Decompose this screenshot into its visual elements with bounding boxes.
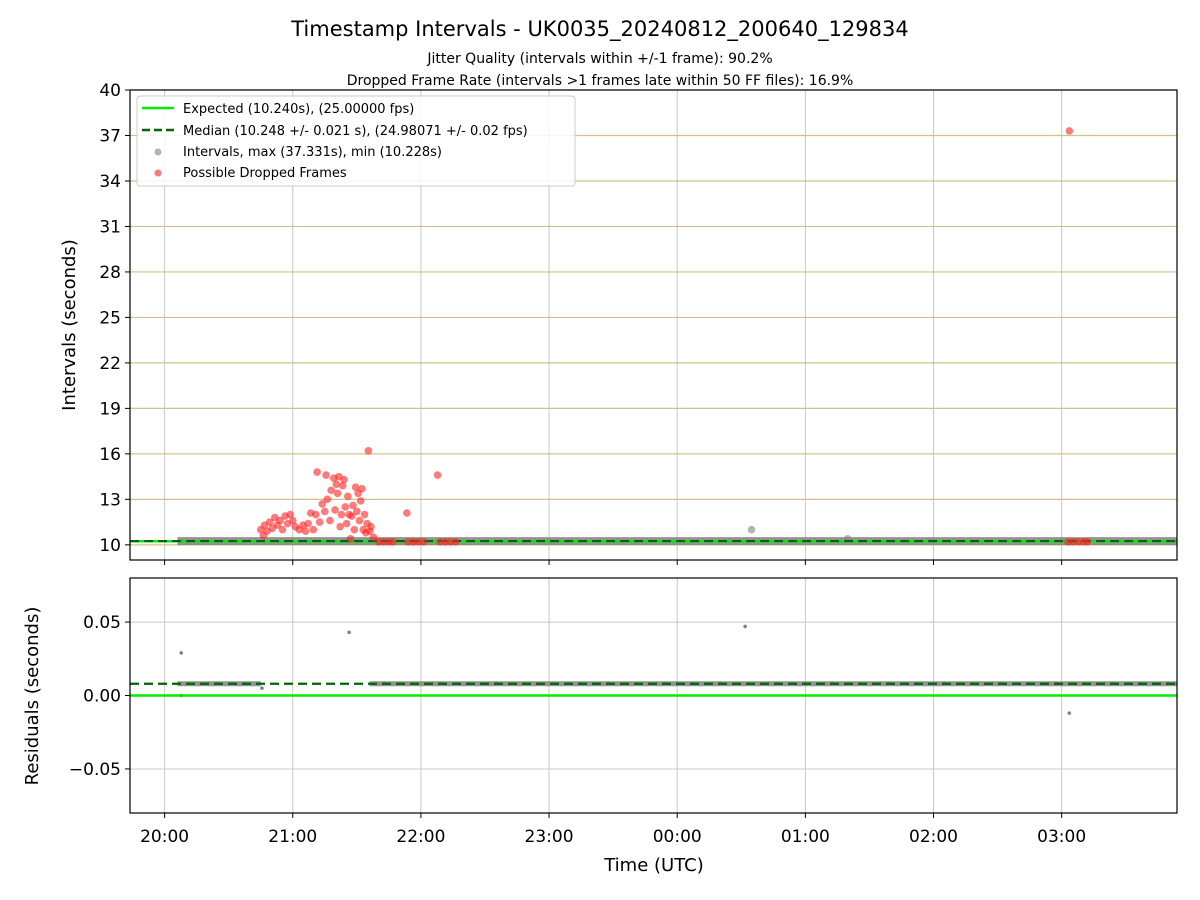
dropped-frame-point bbox=[364, 447, 373, 455]
dropped-frame-point bbox=[327, 486, 335, 495]
x-tick-label: 23:00 bbox=[525, 827, 574, 847]
dropped-frame-point bbox=[333, 489, 342, 498]
chart-subtitle-jitter: Jitter Quality (intervals within +/-1 fr… bbox=[426, 51, 772, 67]
x-tick-label: 22:00 bbox=[396, 827, 445, 847]
dropped-frame-point bbox=[309, 525, 318, 534]
top-y-tick-label: 10 bbox=[99, 536, 121, 556]
dropped-frame-point bbox=[326, 516, 334, 525]
top-interval-point bbox=[747, 525, 756, 534]
x-tick-label: 00:00 bbox=[653, 827, 702, 847]
dropped-frame-point bbox=[336, 522, 344, 531]
bottom-residual-point bbox=[743, 624, 747, 629]
dropped-frame-point bbox=[340, 475, 348, 484]
bottom-y-tick-label: 0.05 bbox=[83, 613, 121, 633]
dropped-frame-point bbox=[288, 516, 297, 525]
x-tick-label: 20:00 bbox=[140, 827, 189, 847]
dropped-frame-point bbox=[419, 538, 428, 546]
chart-subtitle-dropped: Dropped Frame Rate (intervals >1 frames … bbox=[347, 73, 854, 89]
dropped-frame-point bbox=[350, 525, 359, 534]
dropped-frame-point bbox=[323, 495, 332, 504]
dropped-frame-point bbox=[312, 510, 320, 519]
legend-intervals-swatch bbox=[154, 148, 162, 156]
dropped-frame-point bbox=[313, 468, 321, 476]
dropped-frame-point bbox=[369, 533, 378, 542]
dropped-frame-point bbox=[322, 471, 330, 479]
dropped-frame-point bbox=[451, 538, 460, 546]
dropped-frame-point bbox=[346, 534, 355, 543]
top-y-tick-label: 16 bbox=[99, 445, 121, 465]
dropped-frame-point bbox=[304, 519, 312, 528]
legend-dropped-label: Possible Dropped Frames bbox=[183, 166, 347, 181]
dropped-frame-point bbox=[278, 525, 287, 534]
x-tick-label: 01:00 bbox=[781, 827, 830, 847]
dropped-frame-point bbox=[315, 518, 324, 526]
top-y-tick-label: 25 bbox=[99, 308, 121, 328]
dropped-frame-point bbox=[351, 483, 360, 492]
dropped-frame-point bbox=[265, 518, 274, 526]
dropped-frame-point bbox=[403, 509, 411, 517]
bottom-y-axis-label: Residuals (seconds) bbox=[22, 607, 43, 786]
dropped-frame-point bbox=[360, 510, 369, 519]
dropped-frame-point bbox=[320, 507, 329, 516]
legend-box bbox=[136, 95, 576, 187]
legend-expected-label: Expected (10.240s), (25.00000 fps) bbox=[183, 102, 414, 117]
dropped-frame-point bbox=[355, 516, 364, 525]
dropped-frame-point bbox=[356, 497, 365, 505]
top-y-tick-label: 22 bbox=[99, 354, 121, 374]
legend-dropped-swatch bbox=[154, 169, 162, 177]
bottom-axes-frame bbox=[129, 577, 1178, 814]
bottom-residual-point bbox=[347, 630, 351, 635]
x-tick-label: 21:00 bbox=[268, 827, 317, 847]
bottom-panel: −0.05 0.00 0.05 20:00 21:00 22:00 23:00 00:00 01… bbox=[69, 577, 1178, 847]
top-panel: 10 13 16 19 22 25 28 31 34 37 40 bbox=[99, 81, 1178, 565]
dropped-frame-point bbox=[331, 506, 339, 514]
dropped-frame-point bbox=[286, 510, 294, 519]
top-y-tick-label: 37 bbox=[99, 126, 121, 146]
bottom-y-tick-label: −0.05 bbox=[69, 760, 121, 780]
top-axes-frame bbox=[129, 89, 1178, 561]
dropped-frame-point bbox=[349, 501, 357, 510]
dropped-frame-point bbox=[1065, 127, 1074, 135]
dropped-frame-point bbox=[353, 507, 361, 516]
top-y-tick-label: 31 bbox=[99, 217, 121, 237]
dropped-frame-point bbox=[388, 538, 397, 546]
legend: Expected (10.240s), (25.00000 fps) Media… bbox=[136, 95, 576, 187]
dropped-frame-point bbox=[358, 484, 366, 493]
dropped-frame-point bbox=[318, 500, 327, 508]
dropped-frame-point bbox=[1083, 538, 1092, 546]
dropped-frame-point bbox=[338, 481, 347, 490]
dropped-frame-point bbox=[337, 510, 346, 519]
dropped-frame-point bbox=[301, 527, 310, 535]
bottom-residual-point bbox=[1067, 711, 1072, 715]
dropped-frame-point bbox=[341, 503, 350, 511]
dropped-frame-point bbox=[367, 522, 375, 531]
bottom-residual-point bbox=[179, 651, 184, 655]
bottom-residual-point bbox=[260, 686, 264, 690]
top-y-tick-label: 13 bbox=[99, 490, 121, 510]
dropped-frame-point bbox=[276, 516, 284, 525]
legend-intervals-label: Intervals, max (37.331s), min (10.228s) bbox=[183, 145, 442, 160]
top-y-tick-label: 34 bbox=[99, 172, 121, 192]
dropped-frame-point bbox=[342, 519, 351, 528]
x-tick-label: 03:00 bbox=[1037, 827, 1086, 847]
dropped-frame-point bbox=[332, 480, 341, 488]
x-axis-label: Time (UTC) bbox=[603, 855, 704, 876]
chart-title: Timestamp Intervals - UK0035_20240812_20… bbox=[290, 17, 909, 42]
dropped-frame-point bbox=[347, 512, 356, 520]
dropped-frame-point bbox=[433, 471, 442, 479]
top-y-tick-label: 28 bbox=[99, 263, 121, 283]
top-y-axis-label: Intervals (seconds) bbox=[59, 239, 80, 411]
top-y-tick-label: 19 bbox=[99, 399, 121, 419]
bottom-y-tick-label: 0.00 bbox=[83, 687, 121, 707]
x-tick-label: 02:00 bbox=[909, 827, 958, 847]
dropped-frame-point bbox=[344, 492, 352, 501]
legend-median-label: Median (10.248 +/- 0.021 s), (24.98071 +… bbox=[183, 124, 528, 139]
top-y-tick-label: 40 bbox=[99, 81, 121, 101]
